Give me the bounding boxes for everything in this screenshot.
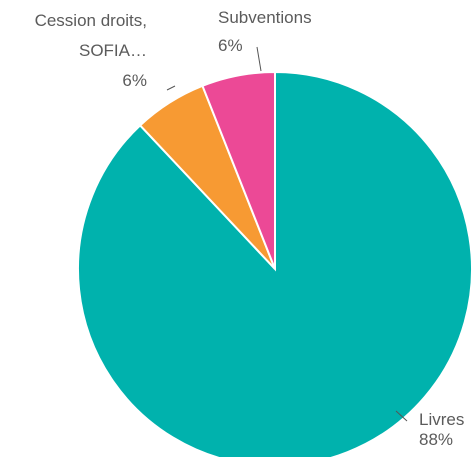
slice-category-label-cession-droits-sofia: Cession droits,	[35, 11, 147, 30]
slice-category-label-cession-droits-sofia: SOFIA…	[79, 41, 147, 60]
slice-value-label-cession-droits-sofia: 6%	[122, 71, 147, 90]
pie-slices	[76, 70, 473, 457]
slice-category-label-livres: Livres	[419, 410, 464, 429]
slice-value-label-subventions: 6%	[218, 36, 243, 55]
leader-line-livres	[395, 410, 408, 422]
leader-line-subventions	[256, 46, 262, 72]
slice-category-label-subventions: Subventions	[218, 8, 312, 27]
slice-value-label-livres: 88%	[419, 430, 453, 449]
leader-line-cession-droits-sofia	[166, 85, 176, 91]
pie-slice-livres	[76, 70, 473, 457]
leader-lines	[166, 46, 408, 422]
pie-slice-subventions	[201, 70, 276, 270]
